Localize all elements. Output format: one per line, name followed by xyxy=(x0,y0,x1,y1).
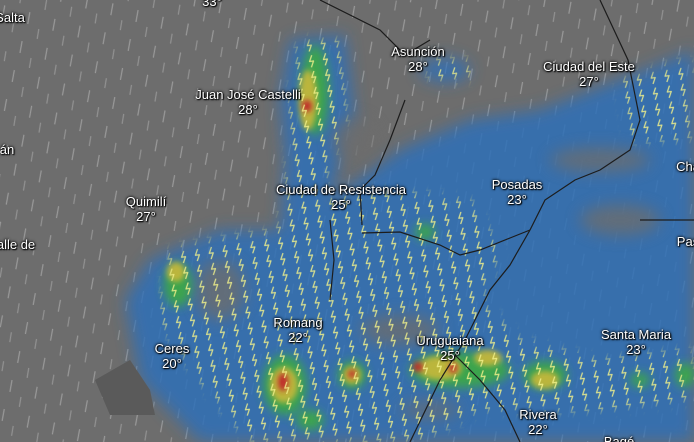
city-label-santa-maria[interactable]: Santa Maria 23° xyxy=(600,327,672,357)
city-label-asuncion[interactable]: Asunción 28° xyxy=(391,44,445,74)
city-label-juan-jose-castelli[interactable]: Juan José Castelli 28° xyxy=(195,87,301,117)
city-label-partial-valle[interactable]: alle de xyxy=(0,237,36,252)
city-label-salta[interactable]: Salta xyxy=(0,10,25,25)
city-label-ciudad-de-resistencia[interactable]: Ciudad de Resistencia 25° xyxy=(275,182,407,212)
lake xyxy=(95,360,155,415)
city-label-rivera[interactable]: Rivera 22° xyxy=(519,407,557,437)
city-label-posadas[interactable]: Posadas 23° xyxy=(491,177,543,207)
city-label-partial[interactable]: án xyxy=(0,142,15,157)
city-label-partial-cha[interactable]: Cha xyxy=(676,159,694,174)
city-label-partial-pas[interactable]: Pas xyxy=(676,234,694,249)
city-label-ciudad-del-este[interactable]: Ciudad del Este 27° xyxy=(543,59,635,89)
temperature-label: 33° xyxy=(202,0,222,9)
city-label-romang[interactable]: Romang 22° xyxy=(273,315,323,345)
city-label-uruguaiana[interactable]: Uruguaiana 25° xyxy=(416,333,484,363)
city-label-bage[interactable]: Bagé xyxy=(603,434,635,442)
country-borders xyxy=(319,0,694,442)
city-label-quimili[interactable]: Quimilí 27° xyxy=(125,194,167,224)
city-label-ceres[interactable]: Ceres 20° xyxy=(154,341,190,371)
